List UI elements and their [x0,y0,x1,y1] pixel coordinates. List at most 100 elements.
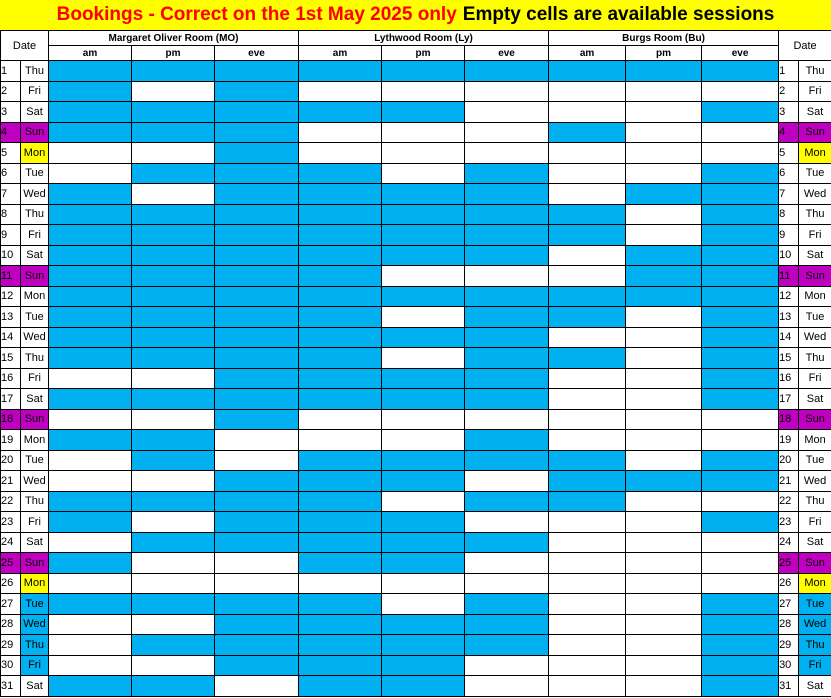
slot-bu-pm-available[interactable] [625,429,703,451]
slot-bu-eve-available[interactable] [701,552,780,574]
slot-mo-am-booked[interactable] [48,80,132,102]
slot-bu-eve-booked[interactable] [701,60,780,82]
slot-bu-pm-available[interactable] [625,613,703,635]
slot-bu-pm-booked[interactable] [625,265,703,287]
slot-ly-eve-available[interactable] [464,470,550,492]
slot-bu-am-available[interactable] [548,101,627,123]
slot-mo-am-booked[interactable] [48,490,132,512]
slot-bu-am-available[interactable] [548,367,627,389]
slot-mo-am-available[interactable] [48,470,132,492]
slot-bu-pm-available[interactable] [625,203,703,225]
slot-ly-pm-available[interactable] [381,347,466,369]
slot-ly-pm-booked[interactable] [381,183,466,205]
slot-ly-am-booked[interactable] [298,183,383,205]
slot-mo-eve-booked[interactable] [213,593,300,615]
slot-mo-pm-booked[interactable] [131,285,215,307]
slot-ly-pm-booked[interactable] [381,654,466,676]
slot-ly-eve-available[interactable] [464,511,550,533]
slot-mo-eve-booked[interactable] [213,326,300,348]
slot-mo-pm-booked[interactable] [131,203,215,225]
slot-bu-pm-available[interactable] [625,306,703,328]
slot-bu-pm-available[interactable] [625,593,703,615]
slot-mo-eve-booked[interactable] [213,408,300,430]
slot-ly-am-booked[interactable] [298,531,383,553]
slot-bu-eve-booked[interactable] [701,388,780,410]
slot-ly-eve-booked[interactable] [464,244,550,266]
slot-mo-eve-booked[interactable] [213,121,300,143]
slot-bu-am-available[interactable] [548,388,627,410]
slot-mo-eve-booked[interactable] [213,613,300,635]
slot-ly-am-booked[interactable] [298,490,383,512]
slot-bu-eve-booked[interactable] [701,203,780,225]
slot-mo-eve-booked[interactable] [213,265,300,287]
slot-mo-eve-booked[interactable] [213,60,300,82]
slot-bu-pm-available[interactable] [625,347,703,369]
slot-bu-am-available[interactable] [548,183,627,205]
slot-bu-pm-available[interactable] [625,572,703,594]
slot-bu-pm-booked[interactable] [625,285,703,307]
slot-bu-pm-available[interactable] [625,531,703,553]
slot-bu-pm-available[interactable] [625,490,703,512]
slot-mo-pm-booked[interactable] [131,388,215,410]
slot-ly-pm-available[interactable] [381,408,466,430]
slot-bu-am-available[interactable] [548,593,627,615]
slot-bu-pm-available[interactable] [625,634,703,656]
slot-mo-eve-booked[interactable] [213,511,300,533]
slot-bu-pm-booked[interactable] [625,470,703,492]
slot-bu-am-available[interactable] [548,531,627,553]
slot-bu-eve-booked[interactable] [701,347,780,369]
slot-ly-eve-booked[interactable] [464,593,550,615]
slot-bu-pm-available[interactable] [625,511,703,533]
slot-mo-am-booked[interactable] [48,183,132,205]
slot-bu-pm-available[interactable] [625,675,703,697]
slot-bu-eve-booked[interactable] [701,593,780,615]
slot-mo-eve-available[interactable] [213,572,300,594]
slot-ly-eve-available[interactable] [464,80,550,102]
slot-ly-eve-booked[interactable] [464,429,550,451]
slot-mo-am-booked[interactable] [48,326,132,348]
slot-mo-pm-booked[interactable] [131,265,215,287]
slot-bu-pm-available[interactable] [625,142,703,164]
slot-mo-eve-booked[interactable] [213,531,300,553]
slot-bu-am-booked[interactable] [548,203,627,225]
slot-mo-pm-booked[interactable] [131,634,215,656]
slot-ly-eve-available[interactable] [464,265,550,287]
slot-mo-am-booked[interactable] [48,244,132,266]
slot-bu-am-available[interactable] [548,511,627,533]
slot-ly-eve-available[interactable] [464,408,550,430]
slot-bu-eve-available[interactable] [701,572,780,594]
slot-bu-eve-booked[interactable] [701,675,780,697]
slot-mo-pm-booked[interactable] [131,244,215,266]
slot-mo-eve-booked[interactable] [213,224,300,246]
slot-mo-am-available[interactable] [48,367,132,389]
slot-bu-am-available[interactable] [548,265,627,287]
slot-ly-pm-booked[interactable] [381,388,466,410]
slot-ly-am-booked[interactable] [298,634,383,656]
slot-bu-eve-available[interactable] [701,80,780,102]
slot-bu-eve-booked[interactable] [701,470,780,492]
slot-ly-eve-booked[interactable] [464,634,550,656]
slot-ly-pm-booked[interactable] [381,675,466,697]
slot-bu-eve-booked[interactable] [701,367,780,389]
slot-ly-pm-booked[interactable] [381,511,466,533]
slot-ly-am-booked[interactable] [298,593,383,615]
slot-bu-pm-available[interactable] [625,326,703,348]
slot-mo-am-booked[interactable] [48,511,132,533]
slot-ly-am-booked[interactable] [298,347,383,369]
slot-bu-am-available[interactable] [548,80,627,102]
slot-mo-eve-available[interactable] [213,552,300,574]
slot-ly-am-available[interactable] [298,80,383,102]
slot-ly-eve-booked[interactable] [464,224,550,246]
slot-mo-eve-booked[interactable] [213,470,300,492]
slot-bu-pm-booked[interactable] [625,244,703,266]
slot-mo-am-booked[interactable] [48,203,132,225]
slot-mo-am-available[interactable] [48,654,132,676]
slot-mo-eve-booked[interactable] [213,654,300,676]
slot-ly-eve-booked[interactable] [464,531,550,553]
slot-ly-am-booked[interactable] [298,224,383,246]
slot-bu-pm-available[interactable] [625,449,703,471]
slot-mo-am-booked[interactable] [48,388,132,410]
slot-bu-am-available[interactable] [548,142,627,164]
slot-bu-am-available[interactable] [548,572,627,594]
slot-ly-pm-booked[interactable] [381,60,466,82]
